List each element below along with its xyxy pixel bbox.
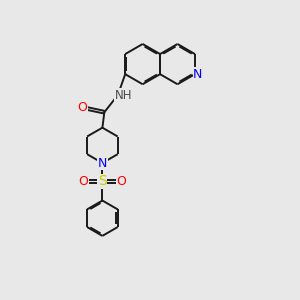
Text: N: N <box>193 68 203 81</box>
Text: O: O <box>78 175 88 188</box>
Text: NH: NH <box>115 88 132 101</box>
Text: N: N <box>98 157 107 169</box>
Text: O: O <box>117 175 127 188</box>
Text: S: S <box>98 174 107 188</box>
Text: O: O <box>77 101 87 114</box>
